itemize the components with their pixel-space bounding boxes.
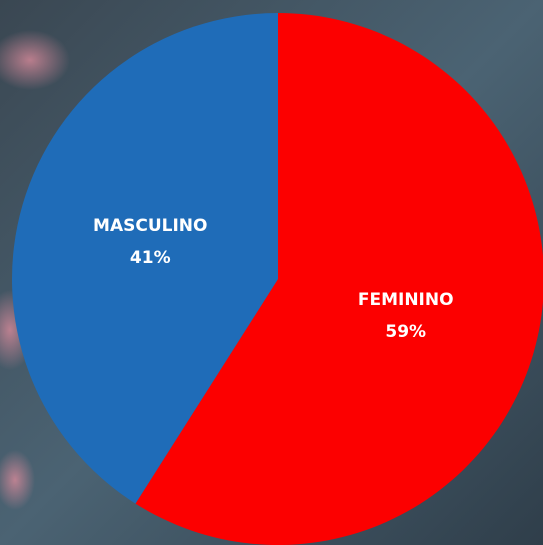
pie-slice <box>12 13 279 504</box>
pie-slice <box>135 13 543 545</box>
slice-label: MASCULINO <box>93 216 207 236</box>
background-blob <box>0 30 70 90</box>
slice-value-label: 59% <box>385 322 426 342</box>
background-blob <box>0 450 35 510</box>
slice-value-label: 41% <box>130 248 171 268</box>
pie: FEMININO 59% MASCULINO 41% <box>12 13 543 545</box>
slice-label: FEMININO <box>358 290 454 310</box>
